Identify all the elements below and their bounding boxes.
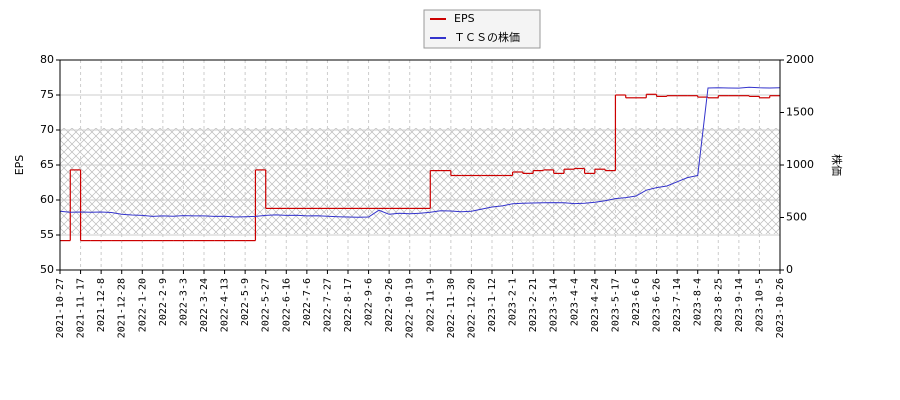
x-tick-label: 2023-7-14 — [672, 278, 683, 332]
y-tick-label: 75 — [40, 88, 54, 101]
y-axis-label: EPS — [13, 155, 26, 176]
price-line — [59, 86, 781, 218]
x-tick-label: 2022-3-24 — [199, 278, 210, 332]
y2-tick-label: 0 — [786, 263, 793, 276]
x-tick-label: 2021-12-8 — [96, 278, 107, 332]
legend-label: EPS — [454, 12, 475, 25]
x-tick-label: 2021-12-28 — [117, 278, 128, 338]
y2-axis-label: 株価 — [830, 154, 844, 176]
x-tick-label: 2023-6-6 — [631, 278, 642, 326]
x-tick-label: 2022-5-9 — [240, 278, 251, 326]
x-tick-label: 2022-7-6 — [302, 278, 313, 326]
x-tick-label: 2023-8-25 — [713, 278, 724, 332]
y-tick-label: 60 — [40, 193, 54, 206]
x-tick-label: 2023-4-24 — [590, 278, 601, 332]
x-tick-label: 2022-12-20 — [466, 278, 477, 338]
x-tick-label: 2022-5-27 — [261, 278, 272, 332]
y-tick-label: 70 — [40, 123, 54, 136]
y2-tick-label: 2000 — [786, 53, 814, 66]
x-tick-label: 2022-6-16 — [281, 278, 292, 332]
x-tick-label: 2023-2-1 — [508, 278, 519, 326]
x-tick-label: 2022-2-9 — [158, 278, 169, 326]
x-tick-label: 2023-1-12 — [487, 278, 498, 332]
x-tick-label: 2023-9-14 — [734, 278, 745, 332]
legend: EPS ＴＣＳの株価 — [423, 9, 541, 49]
x-tick-label: 2022-7-27 — [322, 278, 333, 332]
y2-tick-label: 1000 — [786, 158, 814, 171]
x-tick-label: 2021-11-17 — [76, 278, 87, 338]
x-tick-label: 2022-11-9 — [425, 278, 436, 332]
x-tick-label: 2022-11-30 — [446, 278, 457, 338]
y-tick-label: 50 — [40, 263, 54, 276]
x-tick-label: 2023-10-5 — [754, 278, 765, 332]
x-tick-label: 2022-10-19 — [405, 278, 416, 338]
x-tick-label: 2022-3-3 — [178, 278, 189, 326]
y2-tick-label: 500 — [786, 211, 807, 224]
x-tick-label: 2021-10-27 — [55, 278, 66, 338]
x-tick-label: 2022-9-6 — [364, 278, 375, 326]
x-tick-label: 2023-5-17 — [610, 278, 621, 332]
x-tick-label: 2023-6-26 — [652, 278, 663, 332]
x-tick-label: 2023-2-21 — [528, 278, 539, 332]
y-tick-label: 65 — [40, 158, 54, 171]
legend-box — [423, 9, 541, 49]
x-tick-label: 2023-10-26 — [775, 278, 786, 338]
legend-label: ＴＣＳの株価 — [454, 30, 520, 44]
y2-tick-label: 1500 — [786, 106, 814, 119]
x-tick-label: 2022-8-17 — [343, 278, 354, 332]
hatched-band — [60, 128, 780, 234]
y-tick-label: 55 — [40, 228, 54, 241]
x-tick-label: 2022-4-13 — [220, 278, 231, 332]
x-tick-label: 2022-9-26 — [384, 278, 395, 332]
plot-frame — [59, 59, 781, 271]
x-tick-label: 2023-8-4 — [693, 278, 704, 326]
x-tick-label: 2023-4-4 — [569, 278, 580, 326]
y-tick-label: 80 — [40, 53, 54, 66]
x-tick-label: 2023-3-14 — [549, 278, 560, 332]
x-tick-label: 2022-1-20 — [137, 278, 148, 332]
